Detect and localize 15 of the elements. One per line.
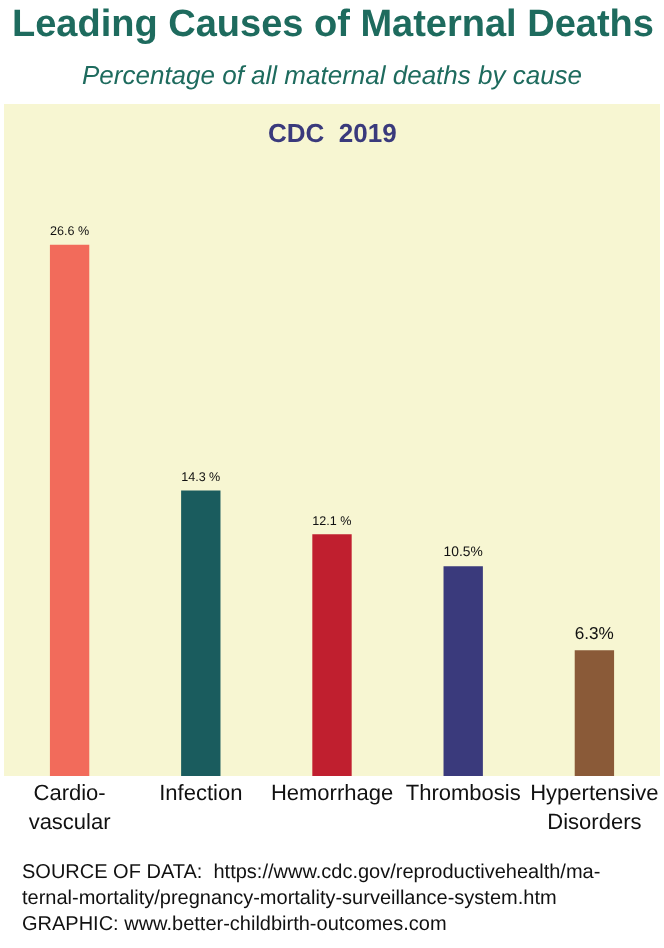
bar (49, 244, 90, 776)
x-tick-label: Hemorrhage (270, 782, 394, 806)
data-label: 6.3% (574, 623, 615, 644)
bar (312, 534, 352, 776)
bar (181, 490, 221, 776)
bar (443, 566, 483, 776)
x-tick-label: Thrombosis (405, 782, 522, 806)
x-tick-label: Cardio- vascular (28, 782, 112, 835)
x-tick-label: Hypertensive Disorders (530, 782, 659, 835)
text: CDC 2019 (268, 118, 397, 148)
chart-subtitle: Percentage of all maternal deaths by cause (82, 60, 583, 90)
bar (574, 650, 615, 776)
source-note: SOURCE OF DATA: https://www.cdc.gov/reproductivehealth/ma- ternal-mortality/pregnancy-mortality-surveillance-system.htm GRAPHIC: www.better-childbirth-outcomes.com (22, 862, 601, 936)
chart-title: Leading Causes of Maternal Deaths (12, 4, 654, 46)
x-tick-label: Infection (159, 782, 243, 806)
